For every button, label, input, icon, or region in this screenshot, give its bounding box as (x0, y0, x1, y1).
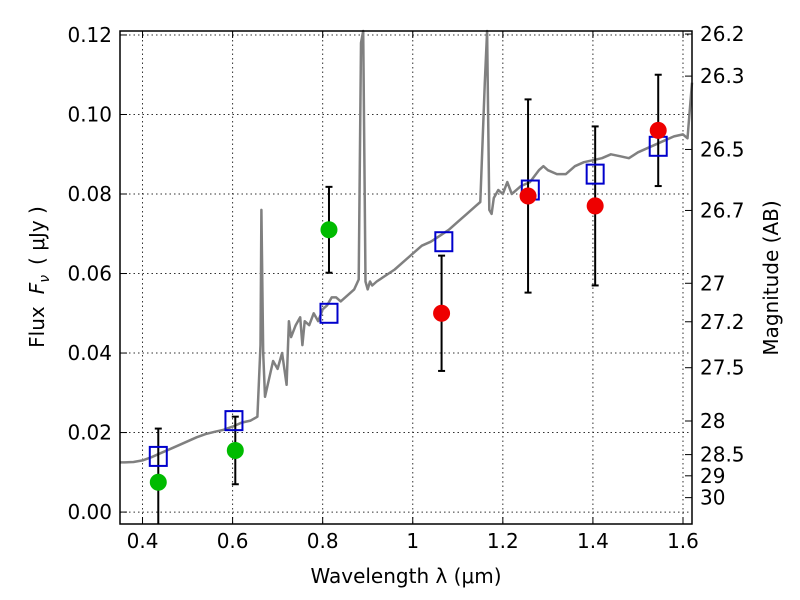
photometry-point (320, 221, 338, 239)
model-square-marker (148, 445, 168, 467)
model-square-marker (319, 302, 339, 324)
photometry-point (519, 187, 537, 205)
photometry-point (649, 121, 667, 139)
y-tick-label: 0.12 (67, 23, 112, 47)
y2-tick-label: 27.5 (700, 356, 745, 380)
y-axis-label-sub: ν (37, 275, 53, 283)
x-tick-label: 1.4 (577, 529, 609, 553)
x-tick-label: 1 (406, 529, 419, 553)
y2-tick-label: 26.5 (700, 137, 745, 161)
model-square-marker (585, 163, 605, 185)
y2-tick-label: 27 (700, 271, 725, 295)
y-axis-label-unit: ( μJy ) (25, 206, 49, 265)
y2-tick-label: 26.2 (700, 22, 745, 46)
photometry-point (586, 197, 604, 215)
model-square-marker (224, 410, 244, 432)
y2-tick-label: 27.2 (700, 310, 745, 334)
spectrum-line (120, 29, 694, 464)
y2-tick-label: 26.3 (700, 64, 745, 88)
y-axis-label-var: F (25, 282, 49, 294)
y-tick-label: 0.00 (67, 500, 112, 524)
y2-tick-label: 28 (700, 409, 725, 433)
tick-layer: 0.4 0.6 0.8 1 1.2 1.4 1.6 0.00 0.02 0.04 0.06 0.08 0… (67, 22, 744, 553)
y-tick-label: 0.10 (67, 102, 112, 126)
x-axis-label: Wavelength λ (μm) (310, 564, 501, 588)
y-tick-label: 0.04 (67, 341, 112, 365)
y2-axis-label: Magnitude (AB) (759, 200, 783, 355)
y-axis-label-prefix: Flux (25, 306, 49, 348)
grid (120, 31, 692, 524)
photometry-point (226, 441, 244, 459)
photometry-point (149, 473, 167, 491)
marker-layer (148, 121, 668, 491)
x-tick-label: 0.4 (127, 529, 159, 553)
x-tick-label: 0.8 (307, 529, 339, 553)
plot-frame (119, 30, 693, 525)
x-tick-label: 1.2 (487, 529, 519, 553)
y2-tick-label: 30 (700, 486, 725, 510)
y-tick-label: 0.02 (67, 421, 112, 445)
y-axis-label: Flux Fν ( μJy ) (25, 206, 53, 348)
y2-tick-label: 26.7 (700, 198, 745, 222)
y2-tick-label: 29 (700, 464, 725, 488)
x-tick-label: 1.6 (667, 529, 699, 553)
spectrum-layer (120, 29, 694, 464)
model-square-marker (434, 231, 454, 253)
y-tick-label: 0.06 (67, 262, 112, 286)
photometry-point (433, 304, 451, 322)
x-tick-label: 0.6 (217, 529, 249, 553)
y-tick-label: 0.08 (67, 182, 112, 206)
y2-tick-label: 28.5 (700, 443, 745, 467)
